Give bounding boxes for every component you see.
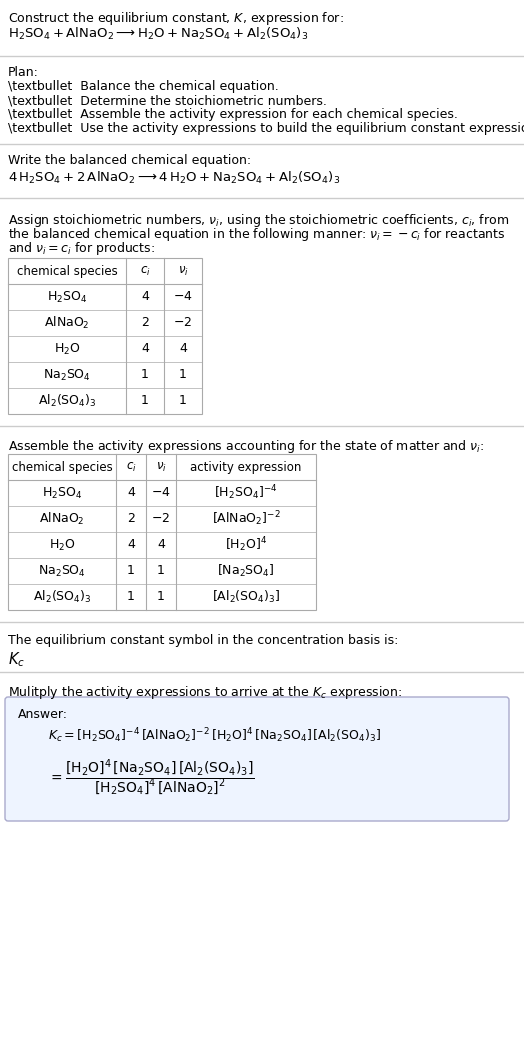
Text: $-4$: $-4$ — [173, 291, 193, 303]
Text: $-2$: $-2$ — [173, 317, 192, 329]
Text: $= \dfrac{[\mathrm{H_2O}]^4\,[\mathrm{Na_2SO_4}]\,[\mathrm{Al_2(SO_4)_3}]}{[\mat: $= \dfrac{[\mathrm{H_2O}]^4\,[\mathrm{Na… — [48, 758, 255, 798]
Text: $[\mathrm{AlNaO_2}]^{-2}$: $[\mathrm{AlNaO_2}]^{-2}$ — [212, 510, 280, 529]
Text: \textbullet  Assemble the activity expression for each chemical species.: \textbullet Assemble the activity expres… — [8, 108, 458, 121]
Text: and $\nu_i = c_i$ for products:: and $\nu_i = c_i$ for products: — [8, 240, 155, 257]
Text: $\mathrm{Al_2(SO_4)_3}$: $\mathrm{Al_2(SO_4)_3}$ — [38, 393, 96, 409]
Text: \textbullet  Determine the stoichiometric numbers.: \textbullet Determine the stoichiometric… — [8, 94, 327, 107]
Text: the balanced chemical equation in the following manner: $\nu_i = -c_i$ for react: the balanced chemical equation in the fo… — [8, 227, 506, 243]
Text: \textbullet  Balance the chemical equation.: \textbullet Balance the chemical equatio… — [8, 80, 279, 94]
Text: 4: 4 — [141, 343, 149, 355]
Text: chemical species: chemical species — [12, 460, 112, 474]
Text: $K_c = [\mathrm{H_2SO_4}]^{-4}\,[\mathrm{AlNaO_2}]^{-2}\,[\mathrm{H_2O}]^4\,[\ma: $K_c = [\mathrm{H_2SO_4}]^{-4}\,[\mathrm… — [48, 726, 381, 745]
Text: $\mathrm{H_2SO_4}$: $\mathrm{H_2SO_4}$ — [42, 485, 82, 501]
Text: $\mathrm{AlNaO_2}$: $\mathrm{AlNaO_2}$ — [39, 511, 85, 527]
Text: 1: 1 — [179, 395, 187, 407]
Text: Plan:: Plan: — [8, 66, 39, 79]
Text: $[\mathrm{Na_2SO_4}]$: $[\mathrm{Na_2SO_4}]$ — [217, 563, 275, 579]
Text: 1: 1 — [179, 369, 187, 381]
Text: $\nu_i$: $\nu_i$ — [156, 460, 167, 474]
Text: Mulitply the activity expressions to arrive at the $K_c$ expression:: Mulitply the activity expressions to arr… — [8, 684, 402, 701]
Text: $\nu_i$: $\nu_i$ — [178, 265, 189, 277]
Text: Write the balanced chemical equation:: Write the balanced chemical equation: — [8, 154, 251, 167]
Text: 1: 1 — [127, 564, 135, 578]
Text: $\mathrm{Al_2(SO_4)_3}$: $\mathrm{Al_2(SO_4)_3}$ — [32, 589, 91, 605]
Text: $K_c$: $K_c$ — [8, 650, 25, 669]
Text: Construct the equilibrium constant, $K$, expression for:: Construct the equilibrium constant, $K$,… — [8, 10, 344, 27]
Text: $\mathrm{Na_2SO_4}$: $\mathrm{Na_2SO_4}$ — [38, 563, 86, 579]
Text: 4: 4 — [157, 538, 165, 552]
Text: 1: 1 — [141, 395, 149, 407]
Text: The equilibrium constant symbol in the concentration basis is:: The equilibrium constant symbol in the c… — [8, 634, 398, 647]
Text: Answer:: Answer: — [18, 708, 68, 721]
Text: activity expression: activity expression — [190, 460, 302, 474]
Text: 4: 4 — [127, 486, 135, 500]
Text: $\mathrm{H_2SO_4}$: $\mathrm{H_2SO_4}$ — [47, 290, 87, 304]
FancyBboxPatch shape — [5, 697, 509, 821]
Text: 2: 2 — [141, 317, 149, 329]
Text: $c_i$: $c_i$ — [139, 265, 150, 277]
Text: $\mathrm{H_2SO_4 + AlNaO_2 \longrightarrow H_2O + Na_2SO_4 + Al_2(SO_4)_3}$: $\mathrm{H_2SO_4 + AlNaO_2 \longrightarr… — [8, 26, 309, 43]
Bar — [8, 454, 316, 610]
Text: 4: 4 — [127, 538, 135, 552]
Text: 1: 1 — [127, 590, 135, 604]
Text: $\mathrm{AlNaO_2}$: $\mathrm{AlNaO_2}$ — [44, 315, 90, 331]
Text: Assign stoichiometric numbers, $\nu_i$, using the stoichiometric coefficients, $: Assign stoichiometric numbers, $\nu_i$, … — [8, 212, 509, 229]
Text: $\mathrm{H_2O}$: $\mathrm{H_2O}$ — [54, 342, 80, 356]
Text: $-4$: $-4$ — [151, 486, 171, 500]
Text: 4: 4 — [179, 343, 187, 355]
Text: Assemble the activity expressions accounting for the state of matter and $\nu_i$: Assemble the activity expressions accoun… — [8, 438, 484, 455]
Text: $\mathrm{Na_2SO_4}$: $\mathrm{Na_2SO_4}$ — [43, 368, 91, 382]
Text: 1: 1 — [157, 564, 165, 578]
Text: $[\mathrm{H_2SO_4}]^{-4}$: $[\mathrm{H_2SO_4}]^{-4}$ — [214, 483, 278, 502]
Text: $[\mathrm{H_2O}]^4$: $[\mathrm{H_2O}]^4$ — [225, 536, 267, 555]
Text: 4: 4 — [141, 291, 149, 303]
Text: $c_i$: $c_i$ — [126, 460, 136, 474]
Text: 1: 1 — [157, 590, 165, 604]
Bar — [8, 258, 202, 414]
Text: \textbullet  Use the activity expressions to build the equilibrium constant expr: \textbullet Use the activity expressions… — [8, 122, 524, 135]
Text: 2: 2 — [127, 512, 135, 526]
Text: chemical species: chemical species — [17, 265, 117, 277]
Text: $\mathrm{H_2O}$: $\mathrm{H_2O}$ — [49, 537, 75, 553]
Text: 1: 1 — [141, 369, 149, 381]
Text: $[\mathrm{Al_2(SO_4)_3}]$: $[\mathrm{Al_2(SO_4)_3}]$ — [212, 589, 280, 605]
Text: $4\,\mathrm{H_2SO_4} + 2\,\mathrm{AlNaO_2} \longrightarrow 4\,\mathrm{H_2O} + \m: $4\,\mathrm{H_2SO_4} + 2\,\mathrm{AlNaO_… — [8, 170, 340, 186]
Text: $-2$: $-2$ — [151, 512, 170, 526]
